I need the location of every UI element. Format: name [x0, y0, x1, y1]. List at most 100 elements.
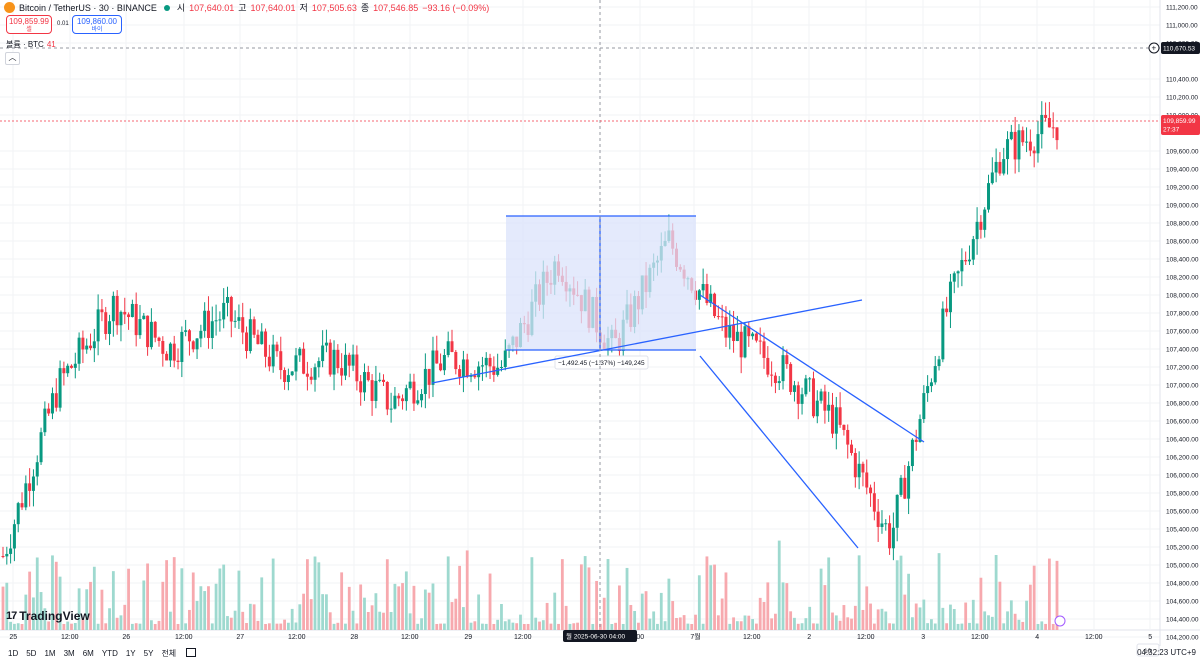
volume-bar — [1047, 558, 1051, 630]
volume-bar — [359, 584, 363, 630]
candle-body — [884, 523, 888, 525]
buy-button[interactable]: 109,860.00 바이 — [72, 15, 122, 34]
candle-body — [503, 350, 507, 368]
candle-body — [362, 372, 366, 393]
timeframe-4[interactable]: 6M — [82, 649, 94, 658]
price-tick: 106,200.00 — [1166, 455, 1199, 462]
volume-bar — [911, 617, 914, 630]
candle-body — [987, 183, 991, 210]
symbol-title[interactable]: Bitcoin / TetherUS · 30 · BINANCE — [19, 2, 157, 13]
calendar-icon[interactable] — [186, 648, 197, 657]
time-tick: 12:00 — [514, 634, 532, 641]
candle-body — [309, 376, 313, 380]
price-tick: 105,600.00 — [1166, 509, 1199, 516]
time-tick: 2 — [807, 634, 811, 641]
volume-bar — [450, 602, 454, 630]
candle-body — [488, 357, 492, 367]
price-range-box[interactable] — [506, 216, 696, 350]
candle-body — [465, 359, 469, 377]
volume-bar — [309, 599, 313, 630]
candle-body — [127, 314, 131, 318]
candle-body — [960, 260, 964, 272]
candle-body — [229, 297, 233, 322]
candle-body — [910, 439, 914, 467]
candle-body — [834, 407, 838, 434]
volume-bar — [241, 611, 245, 630]
candle-body — [964, 260, 968, 262]
candle-body — [85, 345, 89, 350]
volume-bar — [732, 617, 735, 630]
clock[interactable]: 04:32:23 UTC+9 — [1137, 648, 1196, 657]
volume-bar — [701, 623, 705, 630]
tradingview-logo[interactable]: 17 TradingView — [6, 609, 90, 623]
volume-bar — [796, 623, 800, 630]
timeframe-3[interactable]: 3M — [63, 649, 75, 658]
volume-bar — [203, 591, 207, 630]
volume-bar — [431, 583, 435, 630]
candle-body — [191, 341, 195, 350]
timeframe-1[interactable]: 5D — [26, 649, 37, 658]
timeframe-2[interactable]: 1M — [44, 649, 56, 658]
volume-bar — [226, 616, 229, 630]
sell-button[interactable]: 109,859.99 셀 — [6, 15, 52, 34]
candle-body — [724, 316, 728, 338]
candle-body — [54, 393, 58, 408]
volume-bar — [560, 559, 564, 630]
volume-bar — [716, 615, 720, 630]
volume-bar — [629, 604, 633, 630]
add-alert-icon[interactable] — [1148, 42, 1160, 54]
candle-body — [165, 353, 169, 361]
symbol-legend: Bitcoin / TetherUS · 30 · BINANCE 시 107,6… — [4, 1, 489, 14]
price-tick: 107,600.00 — [1166, 329, 1199, 336]
candle-body — [1009, 131, 1013, 140]
volume-bar — [332, 623, 336, 630]
candle-body — [1002, 159, 1006, 174]
timeframe-7[interactable]: 5Y — [143, 649, 154, 658]
volume-bar — [62, 623, 66, 630]
time-tick: 4 — [1035, 634, 1039, 641]
timeframe-5[interactable]: YTD — [101, 649, 118, 658]
candle-body — [313, 367, 317, 380]
candle-body — [134, 303, 138, 336]
volume-bar — [793, 617, 796, 630]
candle-body — [705, 284, 709, 304]
trend-line-lower-wedge[interactable] — [699, 355, 859, 549]
candle-body — [808, 378, 812, 380]
scale-button[interactable] — [1136, 643, 1160, 657]
volume-bar — [960, 623, 964, 630]
timeframe-6[interactable]: 1Y — [125, 649, 136, 658]
timeframe-0[interactable]: 1D — [8, 649, 19, 658]
candle-body — [450, 341, 454, 352]
volume-bar — [127, 568, 130, 630]
candle-body — [895, 494, 899, 528]
candle-body — [149, 321, 153, 348]
candle-body — [473, 375, 477, 378]
price-tick: 106,600.00 — [1166, 419, 1199, 426]
candle-body — [461, 359, 465, 377]
candle-body — [458, 369, 462, 377]
time-tick: 12:00 — [61, 634, 79, 641]
volume-bar — [755, 623, 758, 630]
candle-body — [328, 342, 332, 375]
volume-bar — [1036, 623, 1040, 630]
volume-bar — [891, 623, 895, 630]
price-tick: 108,600.00 — [1166, 239, 1199, 246]
timeframe-8[interactable]: 전체 — [161, 649, 177, 658]
price-tick: 105,400.00 — [1166, 527, 1199, 534]
volume-bar — [313, 556, 317, 630]
volume-bar — [13, 623, 16, 630]
trend-line-upper-wedge[interactable] — [699, 294, 925, 443]
volume-bar — [971, 599, 975, 630]
candle-body — [43, 408, 47, 433]
candle-body — [815, 400, 819, 417]
candle-body — [138, 319, 142, 336]
trend-line-support[interactable] — [431, 299, 863, 384]
lightning-icon[interactable] — [1054, 615, 1066, 627]
candle-body — [298, 348, 302, 356]
market-status-icon — [163, 4, 170, 11]
volume-bar — [545, 602, 549, 630]
candle-body — [838, 407, 842, 425]
candle-body — [340, 368, 344, 376]
collapse-legend-button[interactable]: ︿ — [5, 52, 20, 65]
